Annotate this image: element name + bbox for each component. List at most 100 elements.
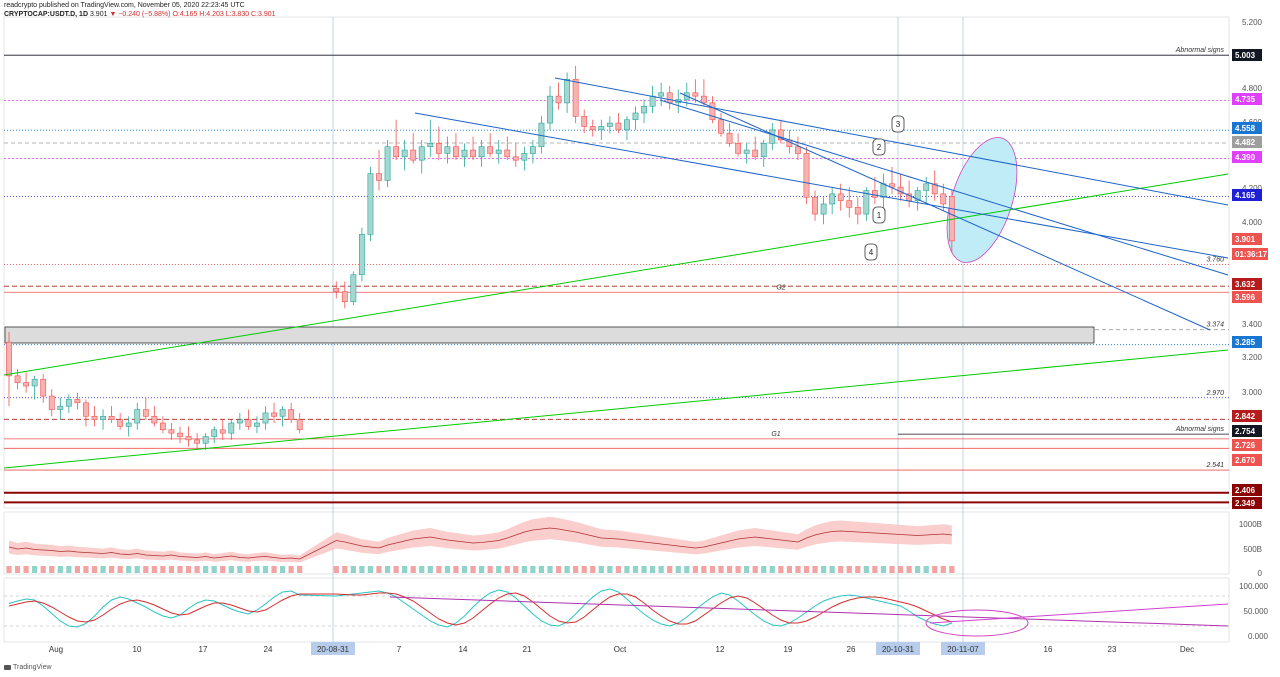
volume-bar xyxy=(57,566,63,573)
green-trendline-upper xyxy=(3,173,1229,376)
publisher-line: readcrypto published on TradingView.com,… xyxy=(4,2,245,9)
candle-body xyxy=(91,415,98,420)
volume-bar xyxy=(932,566,938,573)
candle-body xyxy=(31,378,38,387)
volume-bar xyxy=(504,566,510,573)
candle xyxy=(393,119,399,161)
candle xyxy=(521,146,528,171)
candle-body xyxy=(40,378,47,397)
candle xyxy=(279,406,286,427)
price-badge: 4.735 xyxy=(1232,93,1262,105)
volume-bar xyxy=(479,566,485,573)
candle xyxy=(333,281,340,299)
volume-bar xyxy=(573,566,579,573)
candle-body xyxy=(14,375,21,383)
price-tick: 4.000 xyxy=(1242,218,1263,227)
volume-bar xyxy=(297,566,303,573)
price-tick: 3.200 xyxy=(1242,353,1263,362)
candle xyxy=(829,187,836,215)
price-tick: 3.000 xyxy=(1242,388,1263,397)
candle xyxy=(615,112,622,134)
candle xyxy=(735,133,741,157)
price-axis[interactable]: 5.2004.8004.6004.2004.0003.4003.2003.000… xyxy=(1232,18,1268,509)
candle xyxy=(692,79,699,103)
volume-bar xyxy=(453,566,459,573)
candle xyxy=(418,139,425,174)
candle-body xyxy=(641,105,647,114)
volume-bar xyxy=(709,566,716,573)
candle xyxy=(376,150,382,191)
candle-body xyxy=(401,149,408,158)
candle-body xyxy=(615,122,622,131)
candle xyxy=(83,399,89,427)
candle xyxy=(23,372,29,393)
price-badge-box xyxy=(1232,49,1262,61)
candle-body xyxy=(512,156,519,161)
price-badge: 4.558 xyxy=(1232,122,1262,134)
candle xyxy=(350,271,357,306)
candle-body xyxy=(666,92,673,104)
price-badge-text: 3.901 xyxy=(1235,235,1256,244)
candle-body xyxy=(333,287,340,292)
candle-body xyxy=(632,112,639,121)
candle xyxy=(117,412,124,430)
candle-body xyxy=(470,149,476,158)
candle xyxy=(74,392,81,410)
candle xyxy=(752,136,759,161)
level-label: 3.760 xyxy=(1206,257,1224,264)
price-badge-text: 01:36:17 xyxy=(1235,250,1268,259)
volume-bar xyxy=(237,566,243,573)
volume-bar xyxy=(350,566,356,573)
price-badge-text: 4.558 xyxy=(1235,124,1256,133)
candle-body xyxy=(692,92,699,97)
callout-number: 4 xyxy=(869,248,874,257)
price-badge-text: 2.406 xyxy=(1235,486,1256,495)
volume-bar xyxy=(915,566,921,573)
price-tick: 4.200 xyxy=(1242,184,1263,193)
candle-body xyxy=(350,274,357,303)
volume-bar xyxy=(513,566,519,573)
volume-bar xyxy=(40,566,46,573)
price-badge: 3.901 xyxy=(1232,233,1262,245)
candle xyxy=(871,177,878,204)
price-tick: 4.800 xyxy=(1242,84,1263,93)
candle xyxy=(718,112,724,137)
volume-bar xyxy=(701,566,707,573)
candle xyxy=(91,406,98,427)
candle-body xyxy=(735,143,741,154)
volume-bar xyxy=(829,566,835,573)
volume-bar xyxy=(786,566,792,573)
price-badge: 3.596 xyxy=(1232,291,1262,303)
price-badge-text: 2.349 xyxy=(1235,499,1256,508)
volume-bar xyxy=(821,566,827,573)
price-badge-box xyxy=(1232,439,1262,451)
volume-bar xyxy=(949,566,955,573)
volume-bar xyxy=(769,566,775,573)
candle-body xyxy=(117,419,124,427)
candle-body xyxy=(658,92,665,97)
candle xyxy=(125,416,132,437)
price-badge-box xyxy=(1232,336,1262,348)
candle-body xyxy=(461,149,468,158)
candle xyxy=(812,190,818,221)
candle-body xyxy=(74,399,81,404)
candle-body xyxy=(427,143,434,147)
candle xyxy=(177,426,183,444)
volume-bar xyxy=(675,566,681,573)
candle-body xyxy=(296,419,303,431)
candle-body xyxy=(83,402,89,417)
x-tick-highlight xyxy=(311,642,355,655)
volume-bar xyxy=(177,566,183,573)
candle-body xyxy=(219,429,226,434)
callout-number: 3 xyxy=(896,120,901,129)
time-axis[interactable]: Aug 10 17 24 20-08-31 7 14 21 Oct 12 19 26 20-10-31 2… xyxy=(49,642,1194,655)
candle xyxy=(262,406,269,430)
candle-body xyxy=(820,203,827,215)
volume-bar xyxy=(761,566,767,573)
price-badge-box xyxy=(1232,151,1262,163)
price-badge-text: 4.390 xyxy=(1235,153,1256,162)
callout-bubble xyxy=(872,138,886,156)
price-badge-box xyxy=(1232,497,1262,509)
volume-bar xyxy=(6,566,12,573)
